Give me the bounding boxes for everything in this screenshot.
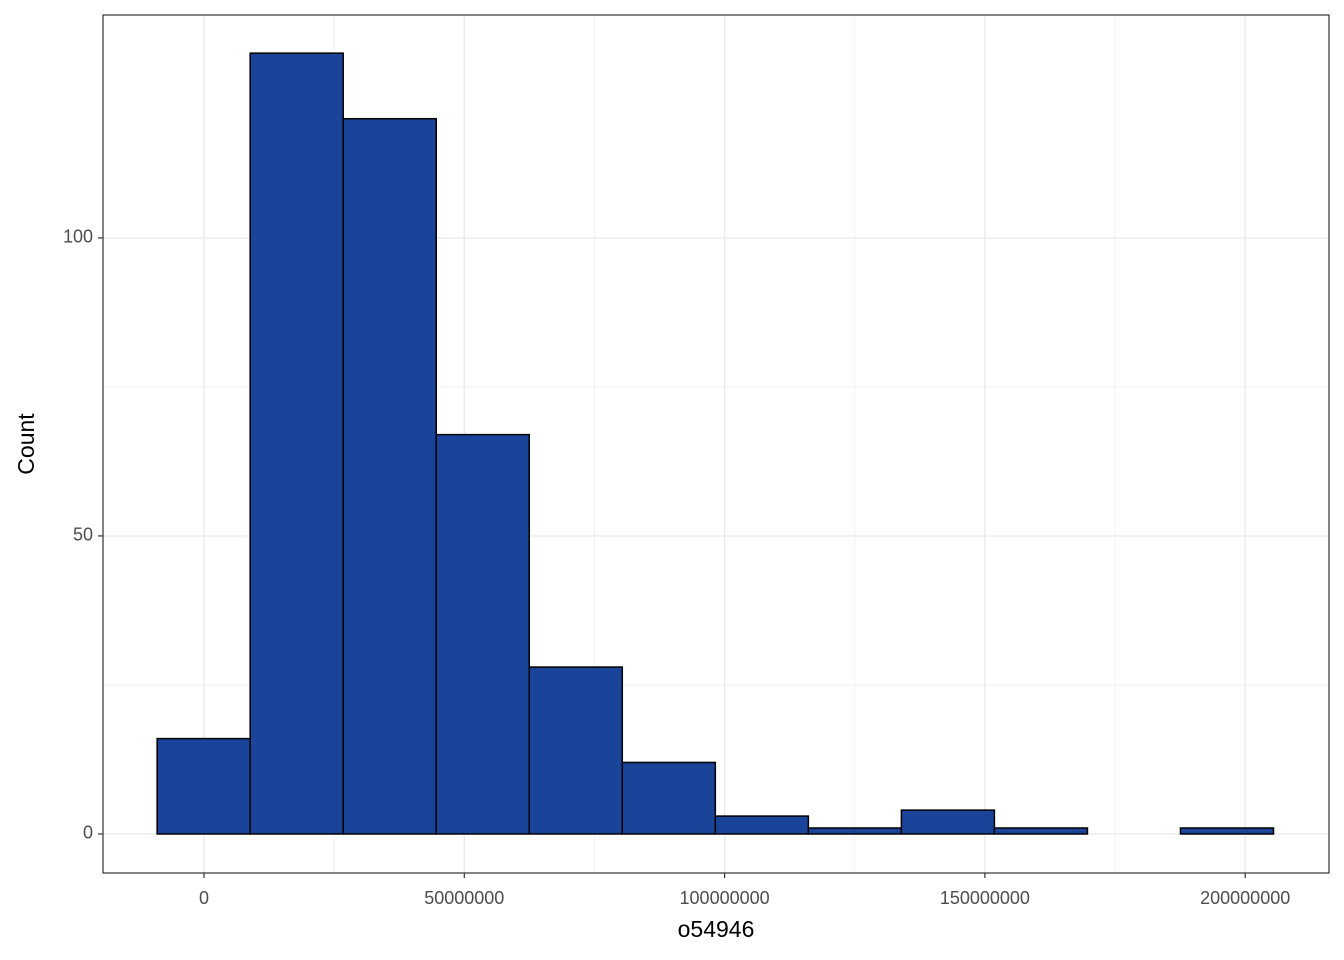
bar xyxy=(528,666,624,835)
bar xyxy=(249,52,344,835)
bar xyxy=(993,827,1089,835)
y-tick-label: 0 xyxy=(83,823,93,843)
x-tick-label: 150000000 xyxy=(940,888,1030,908)
y-tick-label: 50 xyxy=(73,525,93,545)
bars xyxy=(156,52,1275,835)
x-tick-label: 50000000 xyxy=(424,888,504,908)
panel-border xyxy=(102,14,1330,874)
x-tick-label: 100000000 xyxy=(680,888,770,908)
y-tick-label: 100 xyxy=(63,227,93,247)
bar xyxy=(435,433,531,835)
bar xyxy=(1179,827,1275,835)
x-axis-title: o54946 xyxy=(678,916,755,942)
x-tick-label: 200000000 xyxy=(1200,888,1290,908)
axes: 0 50 100 0 50000000 100000000 150000000 2000000… xyxy=(63,227,1290,908)
bar xyxy=(156,737,251,835)
x-tick-label: 0 xyxy=(199,888,209,908)
bar xyxy=(807,827,903,835)
bar xyxy=(342,117,437,835)
bar xyxy=(714,815,810,835)
bar xyxy=(900,809,996,835)
bar xyxy=(621,761,717,835)
y-axis-title: Count xyxy=(13,413,39,475)
